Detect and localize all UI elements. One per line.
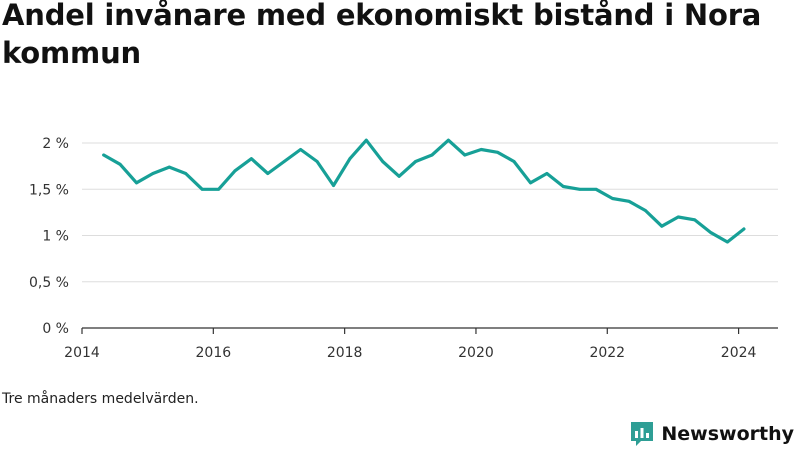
- data-point: [561, 185, 565, 188]
- data-point: [184, 172, 188, 175]
- x-tick-label: 2018: [327, 345, 363, 361]
- data-point: [660, 224, 664, 228]
- data-point: [266, 172, 270, 175]
- data-point: [397, 174, 401, 178]
- data-point: [594, 187, 598, 191]
- data-point: [529, 181, 532, 185]
- data-point: [282, 160, 286, 163]
- data-point: [693, 218, 697, 222]
- data-point: [463, 153, 467, 157]
- data-point: [479, 148, 483, 151]
- data-point: [676, 215, 680, 219]
- data-point: [118, 162, 122, 166]
- y-tick-label: 2 %: [42, 136, 69, 152]
- x-axis: 2014 2016 2018 2020 2022 2024: [64, 327, 778, 361]
- y-axis-ticks: 0 % 0,5 % 1 % 1,5 % 2 %: [29, 136, 69, 337]
- data-point: [364, 138, 368, 142]
- data-point: [233, 169, 237, 173]
- data-point: [315, 160, 319, 163]
- x-tick-label: 2020: [458, 345, 494, 361]
- data-point: [709, 231, 713, 235]
- x-tick-label: 2022: [589, 345, 625, 361]
- data-point: [135, 181, 138, 185]
- data-point: [151, 172, 155, 175]
- data-point: [250, 157, 253, 161]
- chart-title: Andel invånare med ekonomiskt bistånd i …: [2, 0, 762, 70]
- data-point: [446, 138, 450, 142]
- data-point: [643, 209, 647, 212]
- data-point: [381, 160, 385, 163]
- data-point: [430, 153, 434, 157]
- data-point: [217, 187, 220, 191]
- gridlines: [82, 142, 778, 283]
- data-point: [299, 148, 303, 151]
- newsworthy-logo-icon: [631, 422, 654, 446]
- line-chart: 0 % 0,5 % 1 % 1,5 % 2 % 2014 2016 2018 2020 2022…: [29, 136, 778, 361]
- data-point: [332, 184, 335, 187]
- brand-name: Newsworthy: [661, 423, 794, 445]
- data-point: [200, 187, 204, 191]
- data-point: [512, 160, 516, 163]
- data-point: [611, 197, 614, 200]
- series-line: [102, 138, 746, 244]
- data-point: [414, 160, 417, 163]
- data-point: [627, 199, 631, 203]
- footnote: Tre månaders medelvärden.: [2, 391, 199, 407]
- data-point: [545, 172, 549, 175]
- x-tick-label: 2016: [196, 345, 232, 361]
- data-point: [742, 227, 746, 231]
- series-group: [102, 138, 746, 244]
- data-point: [496, 150, 500, 154]
- data-point: [348, 157, 352, 161]
- brand-logo[interactable]: Newsworthy: [629, 419, 794, 449]
- y-tick-label: 0,5 %: [29, 275, 69, 291]
- y-tick-label: 1,5 %: [29, 182, 69, 198]
- data-point: [726, 240, 729, 244]
- x-tick-label: 2024: [721, 345, 757, 361]
- data-point: [167, 165, 171, 169]
- y-tick-label: 1 %: [42, 229, 69, 245]
- x-tick-label: 2014: [64, 345, 100, 361]
- data-point: [578, 187, 582, 191]
- data-point: [102, 153, 106, 157]
- y-tick-label: 0 %: [42, 321, 69, 337]
